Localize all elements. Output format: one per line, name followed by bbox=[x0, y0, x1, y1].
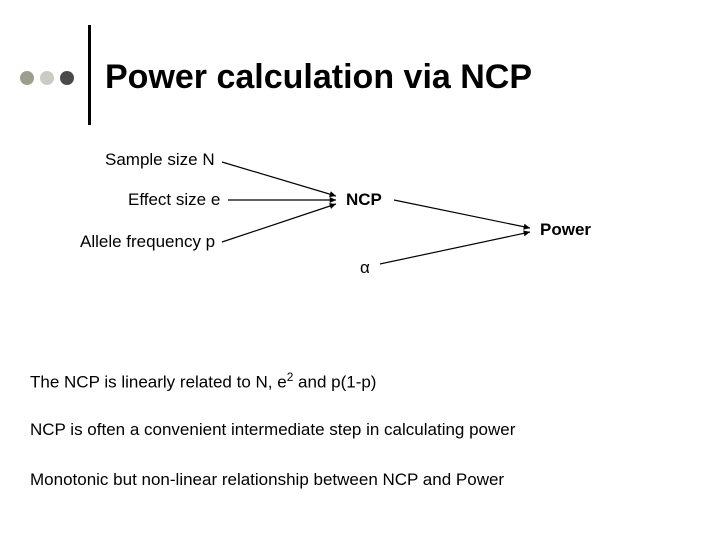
body-line-2: NCP is often a convenient intermediate s… bbox=[30, 420, 515, 440]
body-line-3: Monotonic but non-linear relationship be… bbox=[30, 470, 504, 490]
slide-header: Power calculation via NCP bbox=[20, 30, 532, 125]
bullet-icon bbox=[20, 71, 34, 85]
bullet-icon bbox=[40, 71, 54, 85]
title-divider bbox=[88, 25, 91, 125]
title-bullets bbox=[20, 71, 74, 85]
flow-diagram: Sample size N Effect size e Allele frequ… bbox=[0, 150, 720, 330]
body-line-1: The NCP is linearly related to N, e2 and… bbox=[30, 370, 376, 393]
diagram-arrows bbox=[0, 150, 720, 330]
bullet-icon bbox=[60, 71, 74, 85]
slide-title: Power calculation via NCP bbox=[105, 58, 532, 97]
